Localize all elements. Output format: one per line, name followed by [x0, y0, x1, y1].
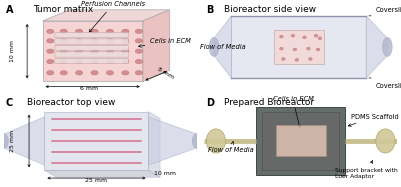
Ellipse shape: [47, 70, 54, 75]
Polygon shape: [256, 107, 345, 175]
Text: Prepared Bioreactor: Prepared Bioreactor: [224, 98, 314, 107]
Polygon shape: [143, 10, 170, 81]
Text: Bioreactor top view: Bioreactor top view: [27, 98, 115, 107]
Ellipse shape: [135, 70, 142, 75]
Ellipse shape: [291, 34, 295, 37]
Ellipse shape: [60, 49, 67, 53]
Polygon shape: [214, 16, 231, 78]
Ellipse shape: [122, 39, 129, 43]
Text: Tumor matrix: Tumor matrix: [33, 5, 93, 14]
Polygon shape: [231, 16, 366, 78]
Ellipse shape: [60, 59, 67, 64]
Polygon shape: [4, 117, 45, 165]
Ellipse shape: [47, 39, 54, 43]
Text: Flow of Media: Flow of Media: [208, 142, 254, 153]
Polygon shape: [45, 170, 160, 177]
Ellipse shape: [75, 70, 83, 75]
Text: B: B: [206, 5, 214, 15]
Ellipse shape: [293, 48, 297, 51]
Ellipse shape: [122, 59, 129, 64]
Text: Flow of Media: Flow of Media: [200, 44, 246, 50]
Polygon shape: [274, 30, 324, 64]
Text: Perfusion Channels: Perfusion Channels: [81, 1, 145, 32]
Ellipse shape: [282, 57, 285, 60]
Ellipse shape: [106, 49, 113, 53]
FancyBboxPatch shape: [55, 39, 128, 44]
Text: A: A: [6, 5, 14, 15]
Ellipse shape: [383, 37, 392, 56]
Text: Cells in ECM: Cells in ECM: [273, 96, 314, 128]
Text: C: C: [6, 98, 13, 108]
FancyBboxPatch shape: [55, 58, 128, 64]
Text: Cells in ECM: Cells in ECM: [138, 39, 191, 47]
Ellipse shape: [303, 36, 306, 39]
FancyBboxPatch shape: [55, 32, 128, 38]
Ellipse shape: [106, 59, 113, 64]
Text: D: D: [206, 98, 214, 108]
Ellipse shape: [295, 58, 299, 61]
Text: Coverslip: Coverslip: [376, 7, 401, 13]
Polygon shape: [43, 10, 170, 21]
Ellipse shape: [376, 129, 395, 153]
Ellipse shape: [209, 37, 219, 56]
Ellipse shape: [47, 29, 54, 34]
Ellipse shape: [60, 39, 67, 43]
Ellipse shape: [47, 59, 54, 64]
Ellipse shape: [75, 49, 83, 53]
Ellipse shape: [47, 49, 54, 53]
Polygon shape: [43, 21, 143, 81]
Ellipse shape: [308, 57, 312, 60]
Polygon shape: [275, 125, 326, 156]
Ellipse shape: [0, 134, 8, 148]
Ellipse shape: [91, 49, 98, 53]
Ellipse shape: [135, 29, 142, 34]
Ellipse shape: [279, 47, 284, 50]
Ellipse shape: [306, 47, 310, 50]
Ellipse shape: [135, 49, 142, 53]
Polygon shape: [366, 16, 387, 78]
Text: 8 mm: 8 mm: [156, 66, 174, 80]
Ellipse shape: [314, 34, 318, 37]
Ellipse shape: [75, 39, 83, 43]
Ellipse shape: [192, 134, 201, 148]
Text: 10 mm: 10 mm: [154, 171, 176, 176]
Ellipse shape: [91, 29, 98, 34]
Text: 25 mm: 25 mm: [10, 130, 15, 152]
Ellipse shape: [75, 29, 83, 34]
Polygon shape: [148, 117, 196, 165]
Ellipse shape: [91, 39, 98, 43]
Ellipse shape: [91, 70, 98, 75]
Text: Coverslip: Coverslip: [376, 83, 401, 89]
Ellipse shape: [122, 49, 129, 53]
Ellipse shape: [106, 29, 113, 34]
Ellipse shape: [122, 29, 129, 34]
FancyBboxPatch shape: [55, 52, 128, 57]
Ellipse shape: [135, 59, 142, 64]
Polygon shape: [148, 112, 160, 177]
Polygon shape: [262, 112, 339, 170]
Ellipse shape: [318, 37, 322, 40]
Text: 6 mm: 6 mm: [80, 86, 98, 91]
Text: 25 mm: 25 mm: [85, 178, 107, 183]
Ellipse shape: [91, 59, 98, 64]
Ellipse shape: [122, 70, 129, 75]
Ellipse shape: [135, 39, 142, 43]
Ellipse shape: [106, 70, 113, 75]
Text: 10 mm: 10 mm: [10, 40, 15, 62]
Ellipse shape: [106, 39, 113, 43]
Text: PDMS Scaffold: PDMS Scaffold: [348, 114, 399, 126]
FancyBboxPatch shape: [55, 45, 128, 51]
Ellipse shape: [279, 35, 284, 38]
Ellipse shape: [316, 48, 320, 51]
Text: Support bracket with
Luer Adaptor: Support bracket with Luer Adaptor: [335, 161, 398, 179]
Ellipse shape: [75, 59, 83, 64]
Ellipse shape: [206, 129, 225, 153]
Ellipse shape: [60, 29, 67, 34]
Text: Bioreactor side view: Bioreactor side view: [224, 5, 316, 14]
Ellipse shape: [60, 70, 67, 75]
Polygon shape: [45, 112, 148, 170]
